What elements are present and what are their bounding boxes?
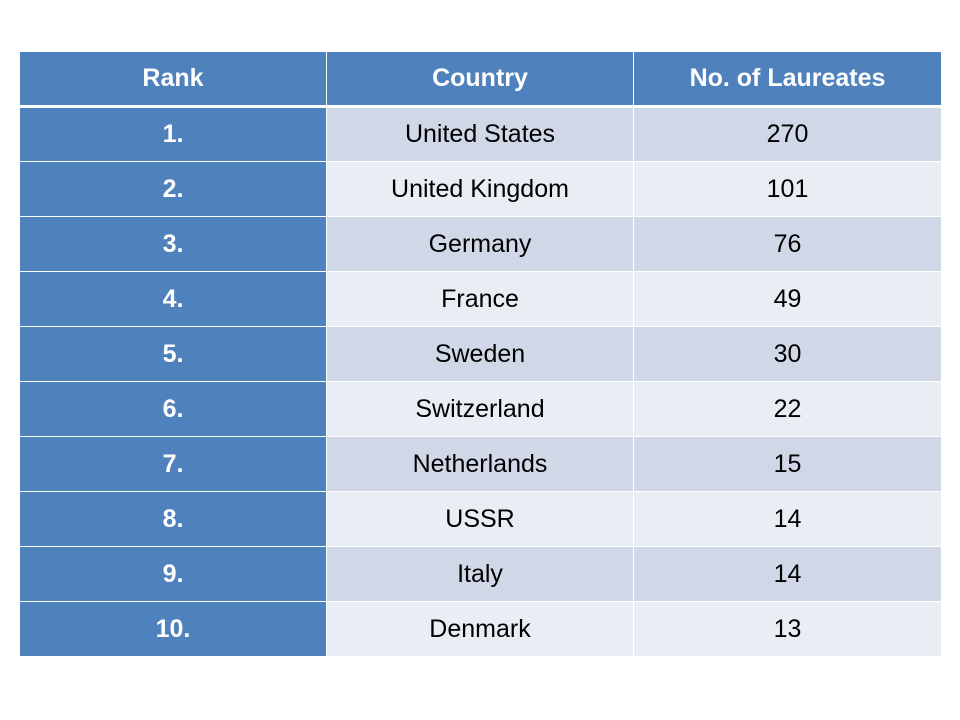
- country-cell: Denmark: [326, 601, 634, 657]
- laureates-cell: 15: [633, 436, 942, 492]
- header-country: Country: [326, 51, 634, 108]
- laureates-cell: 22: [633, 381, 942, 437]
- laureates-cell: 13: [633, 601, 942, 657]
- laureates-cell: 101: [633, 161, 942, 217]
- table-row: 6. Switzerland 22: [19, 381, 942, 437]
- rank-cell: 2.: [19, 161, 327, 217]
- rank-cell: 10.: [19, 601, 327, 657]
- rank-cell: 4.: [19, 271, 327, 327]
- table-row: 8. USSR 14: [19, 491, 942, 547]
- laureates-cell: 49: [633, 271, 942, 327]
- country-cell: Netherlands: [326, 436, 634, 492]
- rank-cell: 7.: [19, 436, 327, 492]
- header-rank: Rank: [19, 51, 327, 108]
- laureates-table: Rank Country No. of Laureates 1. United …: [19, 51, 942, 657]
- country-cell: Sweden: [326, 326, 634, 382]
- rank-cell: 9.: [19, 546, 327, 602]
- table-row: 2. United Kingdom 101: [19, 161, 942, 217]
- table-row: 5. Sweden 30: [19, 326, 942, 382]
- table-header-row: Rank Country No. of Laureates: [19, 51, 942, 108]
- laureates-cell: 30: [633, 326, 942, 382]
- rank-cell: 1.: [19, 106, 327, 162]
- rank-cell: 8.: [19, 491, 327, 547]
- country-cell: United Kingdom: [326, 161, 634, 217]
- laureates-cell: 270: [633, 106, 942, 162]
- country-cell: France: [326, 271, 634, 327]
- laureates-cell: 14: [633, 546, 942, 602]
- table-row: 4. France 49: [19, 271, 942, 327]
- header-laureates: No. of Laureates: [633, 51, 942, 108]
- country-cell: United States: [326, 106, 634, 162]
- country-cell: USSR: [326, 491, 634, 547]
- laureates-cell: 76: [633, 216, 942, 272]
- country-cell: Germany: [326, 216, 634, 272]
- table-row: 1. United States 270: [19, 106, 942, 162]
- table-row: 9. Italy 14: [19, 546, 942, 602]
- table-row: 10. Denmark 13: [19, 601, 942, 657]
- country-cell: Italy: [326, 546, 634, 602]
- table-row: 3. Germany 76: [19, 216, 942, 272]
- rank-cell: 5.: [19, 326, 327, 382]
- country-cell: Switzerland: [326, 381, 634, 437]
- rank-cell: 3.: [19, 216, 327, 272]
- table-row: 7. Netherlands 15: [19, 436, 942, 492]
- laureates-cell: 14: [633, 491, 942, 547]
- rank-cell: 6.: [19, 381, 327, 437]
